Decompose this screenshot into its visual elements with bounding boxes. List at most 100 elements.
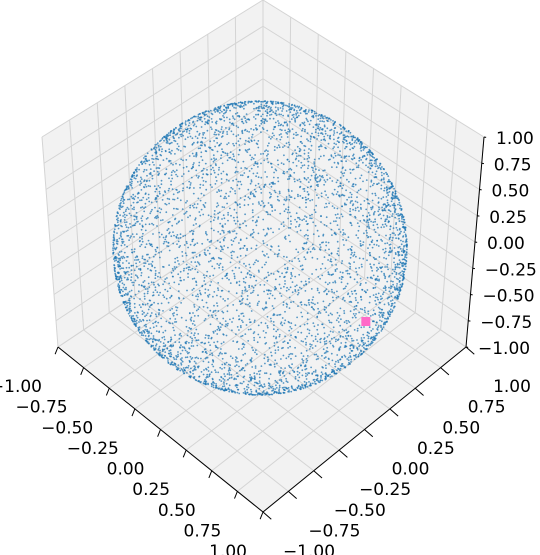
scatter-point [277,107,279,109]
scatter-point [317,357,319,360]
scatter-point [118,207,121,210]
scatter-point [339,358,342,361]
scatter-point [276,341,278,344]
scatter-point [218,379,221,381]
scatter-point [150,337,152,340]
scatter-point [357,164,360,167]
scatter-point [273,363,276,366]
scatter-point [338,228,340,231]
scatter-point [307,177,309,179]
scatter-point [348,196,350,199]
scatter-point [145,243,148,246]
scatter-point [343,299,346,302]
scatter-point [197,339,200,341]
scatter-point [325,342,328,345]
scatter-point [299,195,302,197]
scatter-point [386,201,389,204]
scatter-point [255,142,258,145]
scatter-point [239,239,242,242]
scatter-point [193,334,196,337]
scatter-point [133,198,136,201]
scatter-point [398,259,401,261]
scatter-point [119,206,122,208]
scatter-point [310,288,313,290]
scatter-point [198,211,201,213]
scatter-point [364,348,366,350]
scatter-point [294,257,296,259]
scatter-point [157,144,160,147]
scatter-point [349,248,352,250]
scatter-point [259,382,261,384]
scatter-point [317,185,319,188]
scatter-point [319,145,321,148]
scatter-point [340,131,343,134]
scatter-point [373,210,376,213]
scatter-point [137,328,140,331]
scatter-point [395,237,397,240]
scatter-point [317,307,319,310]
scatter-point [190,117,192,120]
scatter-point [258,300,260,303]
scatter-point [380,217,383,220]
scatter-point [209,140,212,143]
scatter-point [170,363,173,365]
scatter-point [303,190,306,193]
scatter-point [139,267,142,270]
scatter-point [366,198,369,201]
scatter-point [290,327,293,330]
scatter-point [296,179,299,182]
scatter-point [285,104,287,107]
scatter-point [260,162,262,165]
scatter-point [175,173,178,176]
scatter-point [256,382,258,385]
scatter-point [349,355,352,357]
scatter-point [219,366,222,369]
scatter-point [175,169,178,172]
scatter-point [274,106,277,109]
scatter-point [190,167,193,170]
scatter-point [126,277,129,279]
scatter-point [230,376,233,379]
scatter-point [144,206,147,209]
scatter-point [274,112,277,115]
scatter-point [350,193,353,196]
scatter-point [297,385,300,388]
scatter-point [393,187,395,190]
scatter-point [207,249,209,252]
scatter-point [186,186,189,189]
scatter-point [221,268,224,271]
scatter-point [271,166,273,169]
scatter-point [198,254,201,257]
scatter-point [172,275,174,278]
scatter-point [260,115,263,118]
scatter-point [205,368,208,371]
scatter-point [331,192,334,195]
scatter-point [224,320,227,322]
scatter-point [234,112,237,115]
scatter-point [307,111,310,113]
scatter-point [345,135,347,138]
scatter-point [214,111,217,113]
scatter-point [128,262,130,265]
scatter-point [239,303,242,305]
scatter-point [337,317,339,319]
scatter-point [228,128,231,131]
scatter-point [331,264,333,266]
scatter-point [171,313,174,315]
floor-grid-line [185,295,391,451]
scatter-point [223,105,226,107]
scatter-point [262,240,265,242]
scatter-point [349,210,351,213]
scatter-point [170,294,173,297]
scatter-point [312,307,315,310]
scatter-point [349,335,352,337]
scatter-point [241,292,244,294]
scatter-point [118,289,120,291]
scatter-point [223,379,226,381]
scatter-point [217,212,220,215]
scatter-point [205,233,208,236]
scatter-point [373,162,376,165]
scatter-point [165,139,168,142]
scatter-point [158,345,161,348]
scatter-point [316,355,319,358]
